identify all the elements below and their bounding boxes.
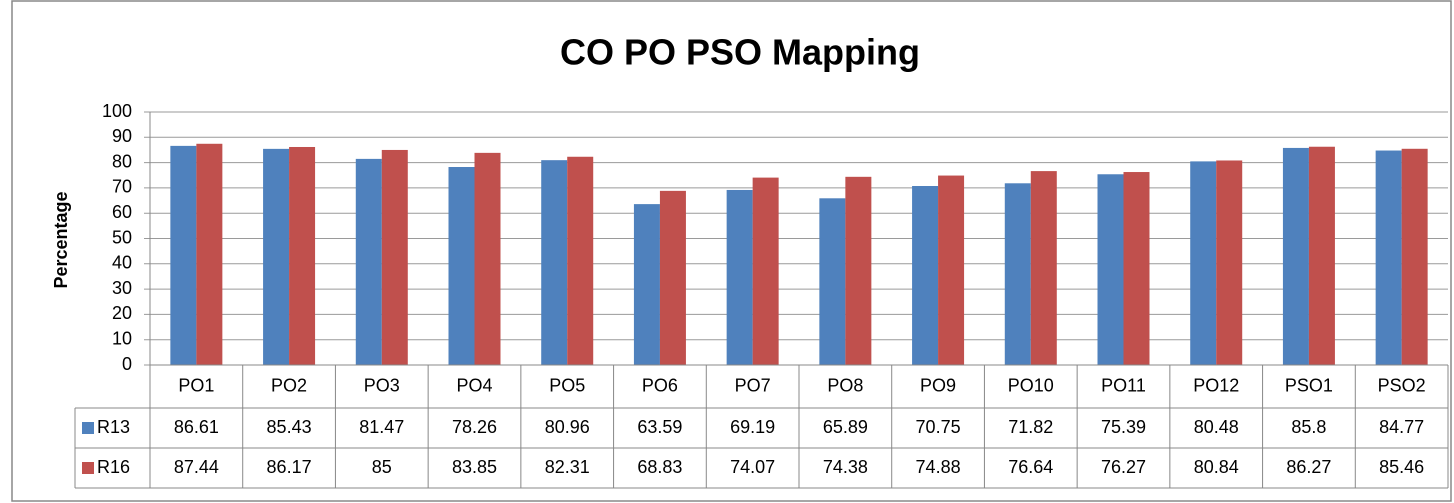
bar xyxy=(1282,147,1309,365)
bar xyxy=(819,198,846,365)
bar xyxy=(912,186,939,365)
x-tick-label: PO3 xyxy=(364,375,400,395)
bar xyxy=(381,149,408,365)
table-value: 84.77 xyxy=(1379,417,1424,437)
bar xyxy=(726,189,753,365)
x-tick-label: PO6 xyxy=(642,375,678,395)
table-value: 86.61 xyxy=(174,417,219,437)
x-tick-label: PO7 xyxy=(735,375,771,395)
table-value: 85.46 xyxy=(1379,457,1424,477)
y-tick-label: 0 xyxy=(122,354,132,374)
y-tick-label: 40 xyxy=(112,253,132,273)
legend-key xyxy=(82,422,94,434)
table-value: 86.27 xyxy=(1286,457,1331,477)
bar xyxy=(752,177,779,365)
bar xyxy=(355,158,382,365)
table-value: 74.88 xyxy=(916,457,961,477)
x-tick-label: PO1 xyxy=(178,375,214,395)
table-value: 85 xyxy=(372,457,392,477)
x-tick-label: PSO2 xyxy=(1378,375,1426,395)
bar xyxy=(633,204,660,365)
table-value: 82.31 xyxy=(545,457,590,477)
table-value: 69.19 xyxy=(730,417,775,437)
x-tick-label: PO4 xyxy=(456,375,492,395)
bar xyxy=(1375,150,1402,365)
y-tick-label: 90 xyxy=(112,126,132,146)
bar xyxy=(845,176,872,365)
bar xyxy=(1030,171,1057,365)
table-value: 85.43 xyxy=(267,417,312,437)
table-value: 83.85 xyxy=(452,457,497,477)
bar xyxy=(567,156,594,365)
y-tick-label: 20 xyxy=(112,303,132,323)
table-value: 68.83 xyxy=(637,457,682,477)
bar xyxy=(1216,160,1243,365)
table-value: 78.26 xyxy=(452,417,497,437)
table-value: 74.38 xyxy=(823,457,868,477)
table-value: 65.89 xyxy=(823,417,868,437)
bar xyxy=(1004,183,1031,365)
legend-label: R16 xyxy=(97,457,130,477)
y-axis-label: Percentage xyxy=(51,191,71,288)
bar xyxy=(196,143,223,365)
bar xyxy=(1190,161,1217,365)
bar xyxy=(1308,146,1335,365)
legend-key xyxy=(82,462,94,474)
y-tick-label: 30 xyxy=(112,278,132,298)
bar xyxy=(541,160,568,365)
y-tick-label: 70 xyxy=(112,177,132,197)
bar xyxy=(1401,148,1428,365)
bar xyxy=(170,145,197,365)
chart-title: CO PO PSO Mapping xyxy=(560,32,920,73)
y-tick-label: 10 xyxy=(112,328,132,348)
x-tick-label: PO2 xyxy=(271,375,307,395)
y-tick-label: 80 xyxy=(112,151,132,171)
table-value: 63.59 xyxy=(637,417,682,437)
bar xyxy=(1097,174,1124,365)
table-value: 80.96 xyxy=(545,417,590,437)
bar xyxy=(448,167,475,365)
bar xyxy=(1123,172,1150,365)
x-tick-label: PO12 xyxy=(1193,375,1239,395)
legend-label: R13 xyxy=(97,417,130,437)
x-tick-label: PO10 xyxy=(1008,375,1054,395)
y-tick-label: 50 xyxy=(112,227,132,247)
table-value: 70.75 xyxy=(916,417,961,437)
x-tick-label: PO11 xyxy=(1101,375,1146,395)
table-value: 80.48 xyxy=(1194,417,1239,437)
table-value: 74.07 xyxy=(730,457,775,477)
table-value: 71.82 xyxy=(1008,417,1053,437)
table-value: 76.64 xyxy=(1008,457,1053,477)
y-tick-label: 100 xyxy=(102,101,132,121)
table-value: 75.39 xyxy=(1101,417,1146,437)
x-tick-label: PO8 xyxy=(827,375,863,395)
bar xyxy=(938,175,965,365)
table-value: 85.8 xyxy=(1291,417,1326,437)
bar xyxy=(263,148,290,365)
x-tick-label: PO5 xyxy=(549,375,585,395)
bar xyxy=(474,152,501,365)
table-value: 80.84 xyxy=(1194,457,1239,477)
table-value: 86.17 xyxy=(267,457,312,477)
y-tick-label: 60 xyxy=(112,202,132,222)
table-value: 76.27 xyxy=(1101,457,1146,477)
table-value: 87.44 xyxy=(174,457,219,477)
table-value: 81.47 xyxy=(359,417,404,437)
x-tick-label: PO9 xyxy=(920,375,956,395)
bar xyxy=(289,146,316,365)
bar xyxy=(659,190,686,365)
x-tick-label: PSO1 xyxy=(1285,375,1333,395)
